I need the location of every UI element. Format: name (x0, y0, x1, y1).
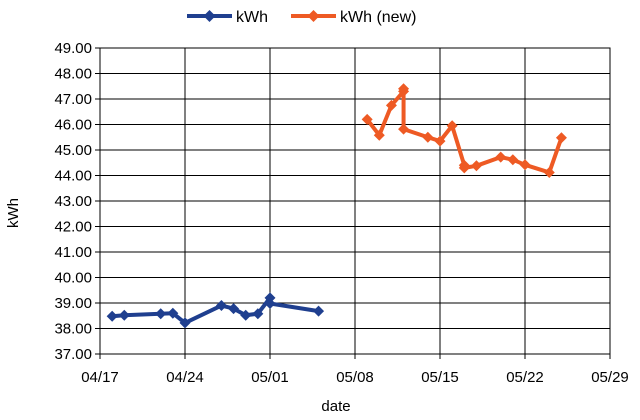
data-point-kwh-new (543, 166, 555, 178)
y-axis-title: kWh (5, 198, 22, 228)
x-tick-label: 04/24 (166, 369, 204, 386)
y-tick-label: 46.00 (54, 117, 92, 134)
legend-marker-kwh (203, 10, 216, 22)
legend-marker-kwh-new (307, 10, 320, 22)
y-axis-tick-labels: 37.00 38.00 39.00 40.00 41.00 42.00 43.00 44.00… (54, 40, 92, 363)
data-point-kwh (155, 308, 167, 320)
data-point-kwh-new (555, 132, 567, 144)
y-tick-label: 43.00 (54, 193, 92, 210)
series-group (106, 83, 567, 329)
x-axis-title: date (321, 398, 350, 415)
axes (95, 47, 611, 359)
data-point-kwh-new (458, 162, 470, 174)
data-point-kwh (264, 292, 276, 304)
y-tick-label: 40.00 (54, 270, 92, 287)
data-point-kwh-new (470, 160, 482, 172)
data-point-kwh (240, 309, 252, 321)
data-point-kwh-new (422, 131, 434, 143)
data-point-kwh (252, 308, 264, 320)
data-point-kwh-new (519, 159, 531, 171)
series-kwh-new (361, 83, 567, 178)
data-point-kwh-new (434, 135, 446, 147)
legend-label-kwh-new: kWh (new) (340, 9, 416, 26)
y-tick-label: 38.00 (54, 321, 92, 338)
y-tick-label: 44.00 (54, 168, 92, 185)
series-kwh (106, 292, 325, 329)
x-axis-tick-labels: 04/17 04/24 05/01 05/08 05/15 05/22 05/29 (81, 369, 629, 386)
data-point-kwh-new (398, 123, 410, 135)
data-point-kwh-new (361, 113, 373, 125)
x-tick-label: 05/01 (251, 369, 289, 386)
y-tick-label: 41.00 (54, 244, 92, 261)
data-point-kwh (167, 307, 179, 319)
y-tick-label: 42.00 (54, 219, 92, 236)
data-point-kwh (118, 309, 130, 321)
data-point-kwh (228, 303, 240, 315)
data-point-kwh-new (446, 120, 458, 132)
data-point-kwh (179, 317, 191, 329)
x-tick-label: 05/22 (506, 369, 544, 386)
y-tick-label: 47.00 (54, 91, 92, 108)
legend-label-kwh: kWh (236, 9, 268, 26)
x-tick-label: 05/15 (421, 369, 459, 386)
data-point-kwh-new (385, 99, 397, 111)
y-tick-label: 37.00 (54, 346, 92, 363)
data-point-kwh (106, 310, 118, 322)
x-tick-label: 05/29 (591, 369, 629, 386)
y-tick-label: 48.00 (54, 66, 92, 83)
legend: kWh kWh (new) (187, 9, 416, 26)
y-tick-label: 45.00 (54, 142, 92, 159)
data-point-kwh-new (373, 129, 385, 141)
data-point-kwh (313, 305, 325, 317)
plot-border (99, 47, 611, 355)
data-point-kwh (215, 300, 227, 312)
x-tick-label: 04/17 (81, 369, 119, 386)
y-tick-label: 39.00 (54, 295, 92, 312)
data-point-kwh (264, 298, 276, 310)
y-tick-label: 49.00 (54, 40, 92, 57)
x-tick-label: 05/08 (336, 369, 374, 386)
data-point-kwh-new (507, 154, 519, 166)
data-point-kwh-new (398, 83, 410, 95)
data-point-kwh-new (495, 151, 507, 163)
